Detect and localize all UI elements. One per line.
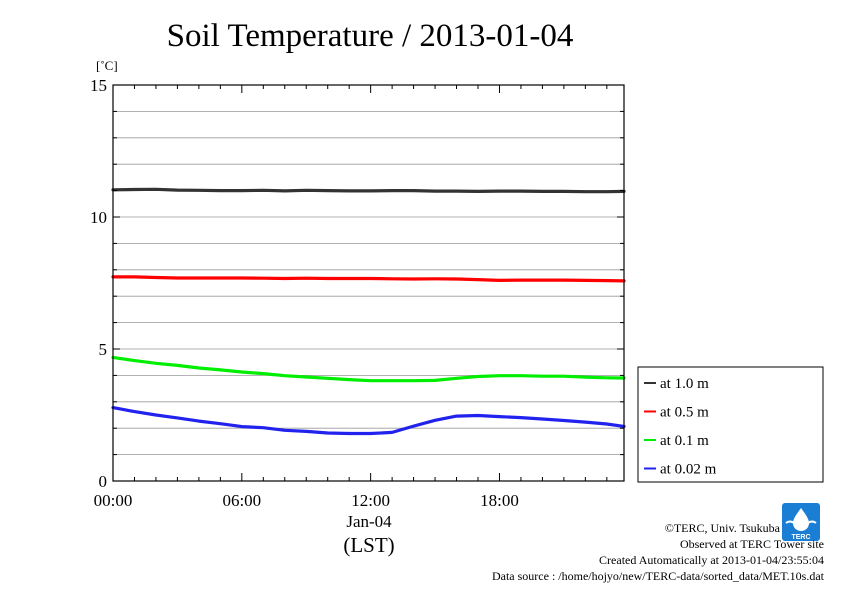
legend-box: [637, 366, 824, 483]
y-axis-label: [˚C]: [96, 58, 118, 73]
terc-logo: TERC: [782, 503, 820, 541]
created-text: Created Automatically at 2013-01-04/23:5…: [599, 553, 824, 567]
source-text: Data source : /home/hojyo/new/TERC-data/…: [491, 569, 824, 583]
y-tick-label: 10: [90, 208, 107, 227]
logo-text: TERC: [791, 534, 810, 541]
y-tick-label: 15: [90, 76, 107, 95]
legend-label: at 0.5 m: [660, 405, 709, 421]
x-tick-label: 06:00: [222, 491, 261, 510]
x-tick-label: 18:00: [480, 491, 519, 510]
grid-layer: [113, 111, 624, 456]
y-tick-label: 5: [99, 340, 108, 359]
series-line: [111, 187, 626, 194]
plot-frame: [112, 84, 625, 482]
observed-text: Observed at TERC Tower site: [679, 537, 824, 551]
legend: at 1.0 m at 0.5 m at 0.1 m at 0.02 m: [637, 366, 824, 483]
axis-layer: 0 5 10 15 00:00 06:00 12:00 18:00: [90, 76, 624, 510]
x-axis-label: (LST): [343, 533, 394, 557]
y-tick-label: 0: [99, 472, 108, 491]
series-line: [111, 275, 626, 283]
copyright-text: ©TERC, Univ. Tsukuba: [664, 521, 780, 535]
series-line: [111, 406, 626, 436]
x-date-label: Jan-04: [346, 512, 392, 531]
legend-label: at 0.1 m: [660, 433, 709, 449]
series-layer: [111, 187, 626, 436]
series-line: [111, 355, 626, 383]
legend-label: at 0.02 m: [660, 462, 717, 478]
credits-block: ©TERC, Univ. Tsukuba Observed at TERC To…: [492, 520, 824, 584]
x-tick-label: 00:00: [94, 491, 133, 510]
legend-label: at 1.0 m: [660, 376, 709, 392]
x-tick-label: 12:00: [351, 491, 390, 510]
chart-title: Soil Temperature / 2013-01-04: [167, 18, 574, 54]
